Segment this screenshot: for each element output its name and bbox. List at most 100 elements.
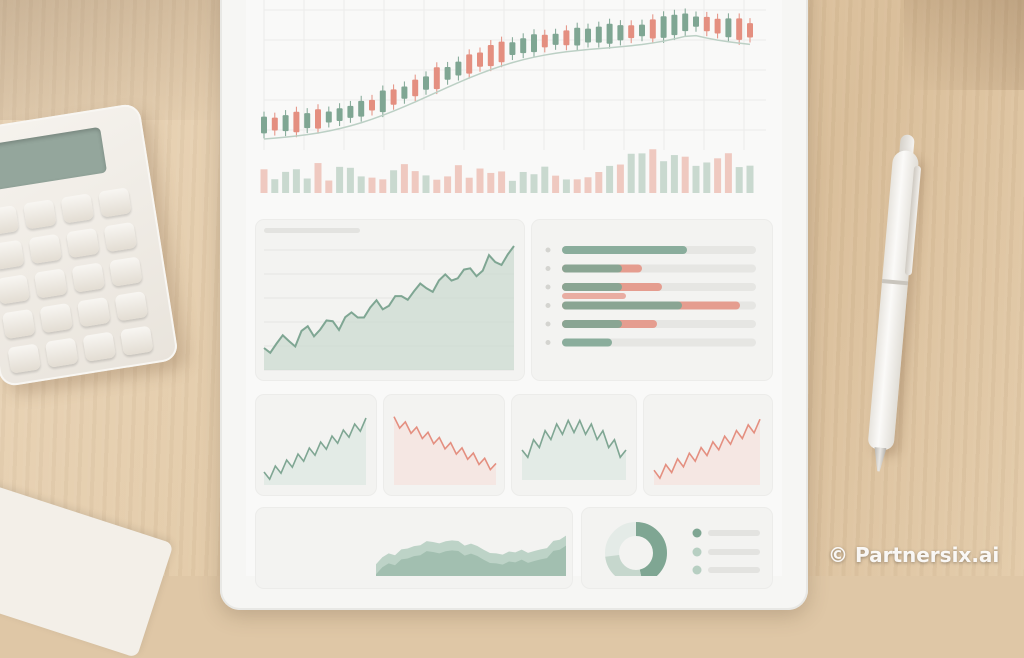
volume-bar [465, 177, 473, 193]
legend-dot [692, 528, 702, 538]
volume-bar [292, 169, 300, 193]
candle-body [585, 28, 591, 43]
volume-bar [660, 161, 668, 193]
tablet-screen [246, 0, 782, 588]
volume-bar [552, 175, 560, 193]
calculator-key [7, 343, 42, 374]
list-bullet [545, 266, 551, 271]
volume-bar [692, 165, 700, 193]
candle-body [595, 26, 602, 43]
volume-bar [433, 179, 441, 193]
volume-bar [595, 172, 603, 193]
calculator-key [76, 296, 111, 328]
candle-body [271, 117, 278, 131]
candle-body [509, 42, 516, 56]
volume-bar [541, 166, 549, 193]
volume-bar [422, 175, 430, 193]
volume-bar [649, 149, 657, 193]
moving-average-line [263, 34, 751, 140]
candle-body [703, 16, 710, 32]
candle-body [693, 16, 699, 27]
calculator-key [65, 227, 100, 259]
volume-bar [670, 155, 678, 193]
calculator-key [119, 325, 154, 356]
volume-bar [616, 164, 624, 193]
calculator-key [39, 302, 74, 334]
volume-bar [627, 153, 635, 193]
candle-body [531, 34, 537, 53]
candle-body [282, 115, 289, 132]
volume-bar [357, 176, 365, 193]
bar-fill-green [562, 320, 622, 328]
candle-body [433, 67, 440, 90]
volume-bar [508, 180, 516, 193]
legend-text-placeholder [708, 549, 760, 555]
candle-body [628, 25, 635, 39]
candle-body [455, 61, 462, 76]
candle-body [336, 108, 343, 122]
candle-body [574, 27, 581, 46]
mini-line [521, 418, 627, 459]
list-bullet [545, 321, 551, 327]
candle-body [358, 100, 365, 117]
volume-bar [303, 178, 311, 193]
volume-bar [498, 171, 506, 193]
candle-body [412, 79, 419, 97]
volume-bar [735, 167, 743, 193]
candle-body [682, 13, 689, 32]
calculator-key [1, 308, 36, 340]
volume-bar [519, 171, 527, 193]
calculator-key [114, 290, 149, 322]
mini-area-fill [654, 419, 760, 485]
calculator-key [103, 221, 138, 253]
calculator-key [82, 331, 117, 362]
candle-body [563, 30, 570, 46]
candle-body [315, 109, 321, 129]
calculator-key [108, 256, 143, 287]
calculator-key [0, 274, 31, 305]
shadow-top-left [0, 0, 260, 120]
pen-tip [872, 447, 886, 472]
calculator-key [28, 233, 63, 265]
bar-fill-green [562, 264, 622, 273]
list-bullet [545, 303, 551, 308]
volume-bar [314, 163, 322, 193]
candle-body [444, 66, 451, 80]
volume-bar [411, 171, 419, 193]
mini-line [653, 418, 761, 480]
volume-bar [444, 176, 452, 193]
candle-body [477, 52, 483, 67]
calculator-key [98, 187, 132, 218]
candle-body [639, 24, 645, 37]
candle-body [617, 25, 624, 41]
mini-area-fill [264, 418, 366, 485]
calculator-key [33, 268, 68, 299]
candle-body [325, 111, 332, 123]
candle-body [552, 33, 559, 45]
candle-body [379, 90, 386, 113]
candle-body [649, 19, 656, 39]
mini-line [263, 417, 367, 481]
volume-bar [336, 166, 344, 193]
list-bullet [545, 340, 551, 345]
volume-bar [606, 165, 614, 193]
volume-bar [746, 165, 754, 193]
panel-title-placeholder [264, 228, 360, 233]
mountain-fill-front [376, 545, 566, 576]
legend-dot [692, 565, 702, 575]
bar-fill-green [562, 283, 622, 291]
list-bullet [545, 247, 551, 253]
candle-body [390, 89, 397, 105]
area-line [263, 245, 515, 355]
candle-body [498, 41, 505, 63]
candle-body [487, 45, 494, 67]
volume-bar [454, 165, 462, 193]
calculator-display [0, 126, 108, 192]
candle-body [401, 86, 408, 99]
candle-body [747, 23, 753, 38]
volume-bar [260, 169, 268, 193]
area-fill [264, 246, 514, 370]
volume-bar [573, 179, 581, 193]
calculator-key [60, 193, 95, 224]
bar-fill-red [562, 293, 626, 299]
